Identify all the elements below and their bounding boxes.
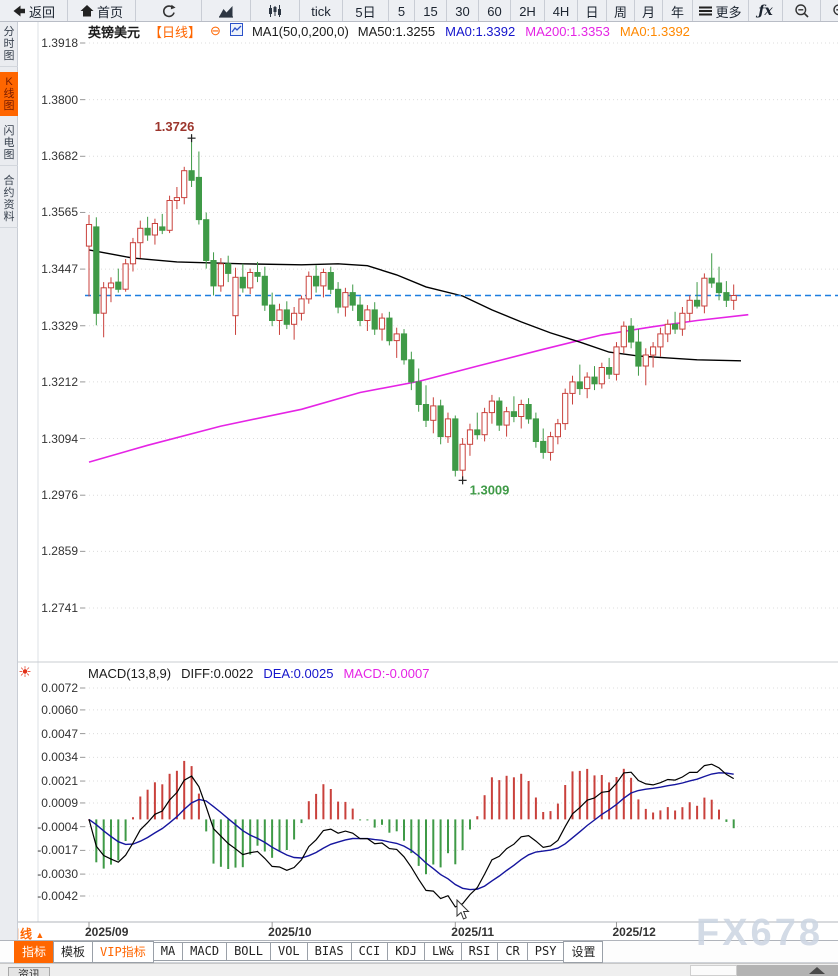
indicator-tab-模板[interactable]: 模板	[53, 940, 94, 963]
toolbar-button-label: 60	[487, 3, 502, 19]
candle-chart-button[interactable]	[251, 0, 300, 21]
tick-button[interactable]: tick	[300, 0, 343, 21]
period-5d-button[interactable]: 5日	[343, 0, 389, 21]
zoom-out-icon	[794, 3, 810, 19]
area-chart-button[interactable]	[202, 0, 251, 21]
period-5-button[interactable]: 5	[389, 0, 415, 21]
period-15-button[interactable]: 15	[415, 0, 447, 21]
ma-values: MA50:1.3255 MA0:1.3392 MA200:1.3353 MA0:1.3…	[358, 24, 690, 39]
sidebar-tab-闪电图[interactable]: 闪电图	[0, 121, 18, 166]
indicator-tab-PSY[interactable]: PSY	[526, 942, 565, 961]
chart-plot-area[interactable]	[19, 22, 838, 922]
toolbar-button-label: 周	[613, 4, 627, 20]
indicator-settings-sun-icon[interactable]: ☀	[18, 664, 32, 681]
indicator-tab-MA[interactable]: MA	[152, 942, 184, 961]
toolbar-button-label: 2H	[519, 3, 536, 19]
macd-value-label: MACD:-0.0007	[343, 665, 430, 681]
fx-indicator-button[interactable]: ƒx	[749, 0, 783, 21]
indicator-tab-BIAS[interactable]: BIAS	[306, 942, 352, 961]
toolbar-button-label: 15	[423, 3, 438, 19]
period-30-button[interactable]: 30	[447, 0, 479, 21]
menu-icon	[699, 5, 713, 17]
period-day-button[interactable]: 日	[578, 0, 607, 21]
candle-chart-icon	[267, 4, 283, 18]
zoom-in-icon	[832, 3, 838, 19]
period-month-button[interactable]: 月	[635, 0, 663, 21]
home-icon	[80, 4, 94, 18]
toolbar-button-label: 年	[670, 4, 684, 20]
refresh-icon	[161, 4, 176, 19]
ma-settings-label: MA1(50,0,200,0)	[251, 23, 349, 39]
sidebar-tab-分时图[interactable]: 分时图	[0, 22, 18, 67]
indicator-tab-VOL[interactable]: VOL	[269, 942, 308, 961]
x-axis-label: 2025/10	[268, 925, 312, 939]
back-button[interactable]: 返回	[0, 0, 68, 21]
top-toolbar: 返回 首页 tick 5日 5 15 30 60 2H 4H 日周月年 更多 ƒx	[0, 0, 838, 22]
fx-icon: ƒx	[758, 3, 773, 19]
toolbar-button-label: 更多	[715, 4, 742, 20]
horizontal-scrollbar-thumb[interactable]	[737, 965, 838, 976]
macd-params-label: MACD(13,8,9)	[88, 665, 172, 681]
indicator-toolbar: 指标 模板 VIP指标 MA MACD BOLL VOL BIAS CCI KDJ LW& RSI CR…	[0, 940, 838, 963]
toolbar-button-label: 5	[397, 3, 406, 19]
ma-value-label: MA50:1.3255	[357, 23, 436, 39]
bottom-strip: 资讯	[0, 963, 838, 976]
indicator-tab-CCI[interactable]: CCI	[350, 942, 389, 961]
macd-value-label: DEA:0.0025	[263, 665, 334, 681]
indicator-tab-CR[interactable]: CR	[497, 942, 528, 961]
indicator-tab-LW&[interactable]: LW&	[423, 942, 462, 961]
back-icon	[12, 4, 26, 18]
indicator-tab-MACD[interactable]: MACD	[182, 942, 228, 961]
macd-values: DIFF:0.0022 DEA:0.0025 MACD:-0.0007	[181, 666, 429, 681]
period-4h-button[interactable]: 4H	[545, 0, 578, 21]
indicator-tab-指标[interactable]: 指标	[14, 940, 55, 963]
ma-value-label: MA0:1.3392	[619, 23, 690, 39]
ma-value-label: MA0:1.3392	[445, 23, 516, 39]
triangle-up-icon	[809, 967, 825, 974]
period-2h-button[interactable]: 2H	[511, 0, 545, 21]
toolbar-button-label: 5日	[355, 4, 376, 20]
tab-news[interactable]: 资讯	[8, 967, 50, 976]
toolbar-button-label: 30	[455, 3, 470, 19]
x-axis-label: 2025/09	[85, 925, 129, 939]
indicator-tab-BOLL[interactable]: BOLL	[226, 942, 271, 961]
indicator-tab-KDJ[interactable]: KDJ	[387, 942, 425, 961]
period-week-button[interactable]: 周	[607, 0, 635, 21]
toolbar-button-label: 日	[585, 4, 599, 20]
period-tag: 【日线】	[149, 24, 202, 40]
more-button[interactable]: 更多	[693, 0, 749, 21]
period-year-button[interactable]: 年	[663, 0, 693, 21]
toolbar-button-label: 首页	[96, 4, 123, 20]
refresh-button[interactable]	[136, 0, 202, 21]
period-60-button[interactable]: 60	[479, 0, 511, 21]
home-button[interactable]: 首页	[68, 0, 136, 21]
x-axis-label: 2025/12	[612, 925, 656, 939]
triangle-up-icon: ▲	[35, 930, 45, 940]
toolbar-button-label: 返回	[28, 4, 55, 20]
zoom-out-button[interactable]	[783, 0, 821, 21]
collapse-panel-icon[interactable]: ⊖	[210, 23, 221, 38]
toolbar-button-label: tick	[311, 3, 331, 19]
horizontal-scrollbar-track[interactable]	[690, 965, 737, 976]
indicator-tab-VIP指标[interactable]: VIP指标	[92, 940, 154, 963]
toolbar-button-label: 月	[641, 4, 655, 20]
toolbar-button-label: 4H	[552, 3, 570, 19]
x-axis-label: 2025/11	[451, 925, 495, 939]
zoom-in-button[interactable]	[821, 0, 838, 21]
macd-value-label: DIFF:0.0022	[181, 665, 254, 681]
area-chart-icon	[218, 4, 234, 18]
ma-chart-icon	[229, 23, 243, 39]
ma-value-label: MA200:1.3353	[525, 23, 610, 39]
macd-header: MACD(13,8,9) DIFF:0.0022 DEA:0.0025 MACD:-…	[88, 665, 429, 681]
indicator-tab-RSI[interactable]: RSI	[460, 942, 499, 961]
chart-header: 英镑美元 【日线】 ⊖ MA1(50,0,200,0) MA50:1.3255 M…	[88, 23, 690, 40]
sidebar-tab-合约资料[interactable]: 合约资料	[0, 171, 18, 228]
indicator-tab-设置[interactable]: 设置	[563, 940, 604, 963]
symbol-title: 英镑美元	[88, 24, 141, 40]
